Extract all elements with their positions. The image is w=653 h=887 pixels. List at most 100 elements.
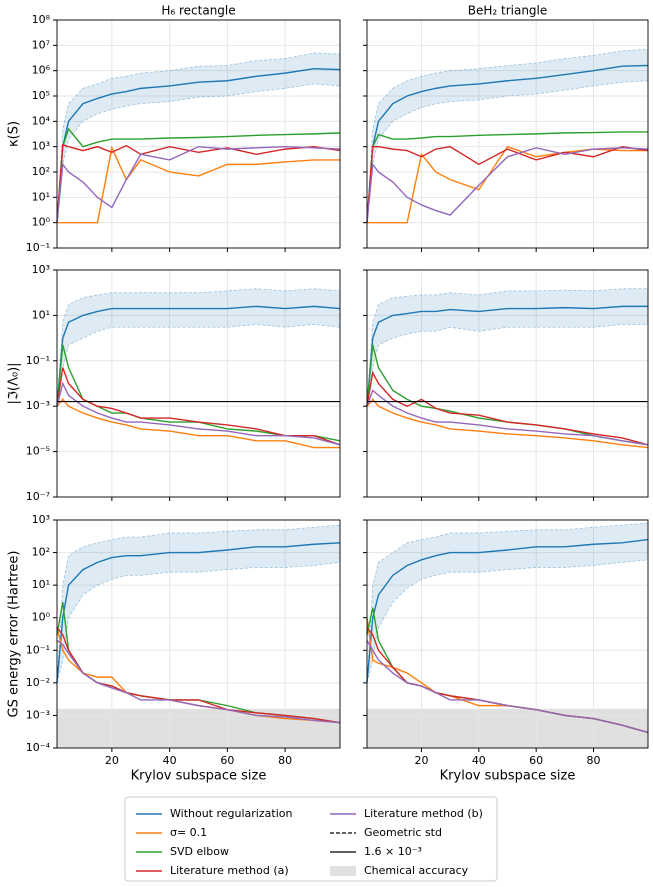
legend: Without regularization σ= 0.1 SVD elbow Lit… <box>136 807 483 877</box>
plot-frame <box>366 269 649 498</box>
plot-frame <box>366 519 649 749</box>
x-tick-label: 20 <box>414 754 428 767</box>
plot-frame <box>56 519 341 749</box>
series-line <box>57 145 340 224</box>
y-tick-label: 10¹ <box>32 308 50 321</box>
y-tick-label: 10⁶ <box>32 64 51 77</box>
legend-label: σ= 0.1 <box>170 826 207 839</box>
plot-frame <box>56 19 341 249</box>
x-tick-label: 20 <box>105 754 119 767</box>
panel: 10⁻¹ 10⁰ 10¹ 10² 10³ 10⁴ 10⁵ 10⁶ 10⁷ 10⁸ H₆ rectan… <box>7 4 341 254</box>
series-line <box>56 67 341 223</box>
y-tick-label: 10⁻¹ <box>26 354 50 367</box>
std-upper <box>366 522 649 683</box>
x-tick-label: 60 <box>220 754 234 767</box>
legend-label: Literature method (b) <box>364 807 483 820</box>
series-line <box>56 639 341 724</box>
std-upper <box>366 288 648 407</box>
y-tick-label: 10⁻⁴ <box>26 741 51 754</box>
std-lower <box>56 324 341 407</box>
panel <box>363 269 649 501</box>
std-lower <box>56 561 341 683</box>
series-line <box>366 538 649 683</box>
y-tick-label: 10³ <box>32 263 50 276</box>
y-tick-label: 10³ <box>32 513 50 526</box>
series-line <box>56 542 341 683</box>
std-lower <box>366 324 648 407</box>
series-line <box>366 145 649 223</box>
y-tick-label: 10⁸ <box>32 13 51 26</box>
series-line <box>366 344 649 446</box>
y-tick-label: 10⁰ <box>32 216 51 229</box>
chemical-accuracy-region <box>57 708 340 748</box>
legend-label: Chemical accuracy <box>364 864 469 877</box>
legend-label: Geometric std <box>364 826 442 839</box>
series-line <box>366 305 648 407</box>
legend-label: SVD elbow <box>170 845 229 858</box>
y-tick-label: 10² <box>32 546 50 559</box>
chemical-accuracy-region <box>367 708 648 748</box>
y-tick-label: 10⁵ <box>32 89 50 102</box>
series-line <box>56 381 341 446</box>
x-tick-label: 60 <box>529 754 543 767</box>
std-band <box>367 288 648 407</box>
series-line <box>366 64 649 223</box>
series-line <box>366 147 649 223</box>
std-band <box>57 288 340 407</box>
y-tick-label: 10¹ <box>32 190 50 203</box>
series-line <box>56 344 341 442</box>
y-tick-label: 10⁷ <box>32 38 50 51</box>
x-axis-label: Krylov subspace size <box>131 769 267 784</box>
series-line <box>56 602 341 724</box>
std-upper <box>56 52 341 223</box>
series-line <box>367 145 648 224</box>
y-tick-label: 10² <box>32 165 50 178</box>
series-line <box>366 640 649 734</box>
series-line <box>56 367 341 446</box>
legend-swatch <box>330 866 356 876</box>
y-tick-label: 10⁻¹ <box>26 241 50 254</box>
series-line <box>56 398 340 449</box>
std-band <box>57 52 340 223</box>
panel: 10⁻⁴ 10⁻³ 10⁻² 10⁻¹ 10⁰ 10¹ 10² 10³ 20 40 60 80 GS e… <box>7 513 341 784</box>
plot-frame <box>366 19 649 249</box>
series-line <box>366 131 648 223</box>
y-tick-label: 10⁻⁵ <box>26 445 50 458</box>
series-line <box>366 389 649 446</box>
y-axis-label: GS energy error (Hartree) <box>7 551 22 718</box>
series-line <box>366 398 649 449</box>
std-lower <box>366 80 649 223</box>
std-band <box>57 525 340 683</box>
std-lower <box>366 559 649 683</box>
x-tick-label: 40 <box>472 754 486 767</box>
panel: BeH₂ triangle <box>363 4 649 252</box>
series-line <box>56 305 341 407</box>
series-line <box>56 627 341 724</box>
panel: 20 40 60 80 Krylov subspace size <box>363 519 649 784</box>
y-tick-label: 10³ <box>32 140 50 153</box>
panel-title: BeH₂ triangle <box>468 4 548 18</box>
series-line <box>56 627 341 724</box>
std-upper <box>56 288 341 407</box>
y-tick-label: 10⁻³ <box>26 399 50 412</box>
series-line <box>56 145 341 223</box>
x-tick-label: 80 <box>587 754 601 767</box>
std-lower <box>56 83 341 223</box>
std-band <box>367 523 648 683</box>
plot-frame <box>56 269 341 498</box>
std-upper <box>366 48 649 223</box>
y-tick-label: 10¹ <box>32 578 50 591</box>
x-tick-label: 80 <box>278 754 292 767</box>
panel: 10⁻⁷ 10⁻⁵ 10⁻³ 10⁻¹ 10¹ 10³ |ℑ(Λ₀)| <box>7 263 341 503</box>
x-axis-label: Krylov subspace size <box>440 769 576 784</box>
panel-title: H₆ rectangle <box>161 4 235 18</box>
legend-box <box>124 796 498 882</box>
x-tick-label: 40 <box>163 754 177 767</box>
y-axis-label: κ(S) <box>7 121 22 147</box>
series-line <box>366 370 649 446</box>
y-tick-label: 10⁻² <box>26 676 50 689</box>
y-tick-label: 10⁻¹ <box>26 643 50 656</box>
y-tick-label: 10⁻⁷ <box>26 490 50 503</box>
y-tick-label: 10⁻³ <box>26 708 50 721</box>
